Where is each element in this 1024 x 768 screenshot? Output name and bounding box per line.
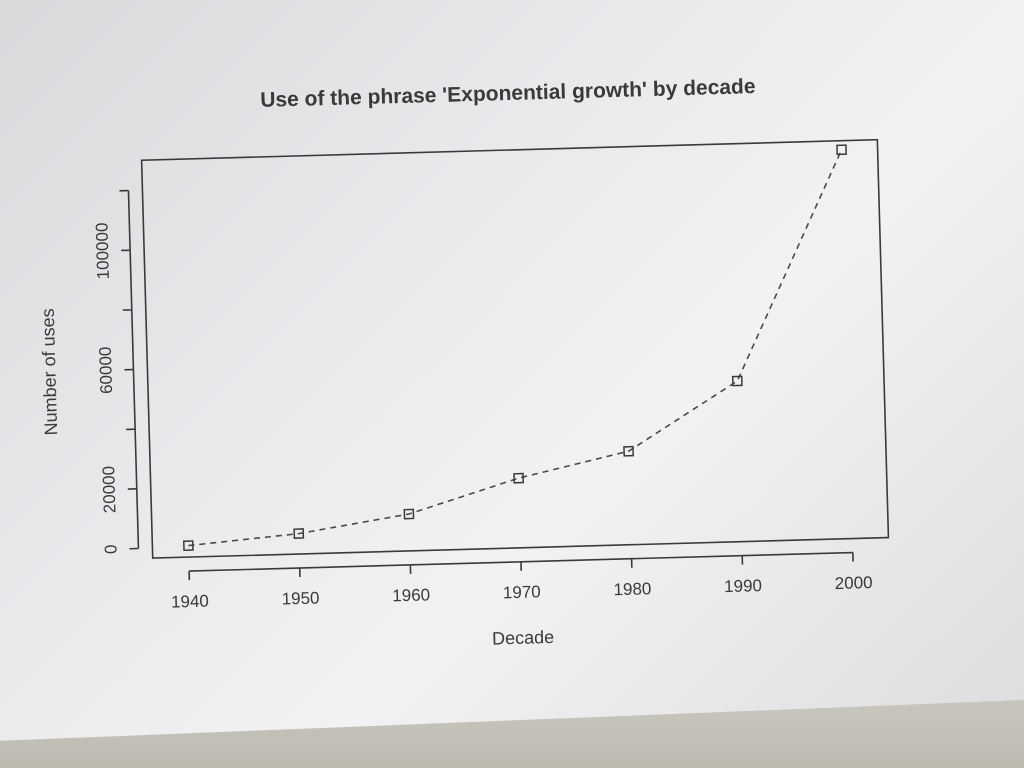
data-point — [182, 540, 194, 552]
x-tick-label: 1950 — [281, 588, 319, 608]
y-tick-label: 20000 — [99, 466, 119, 514]
data-markers — [182, 144, 847, 552]
x-tick-label: 1940 — [171, 592, 209, 612]
x-tick-label: 1980 — [613, 579, 651, 599]
data-point — [836, 144, 847, 156]
data-point — [403, 508, 415, 520]
x-tick-label: 1970 — [503, 582, 541, 602]
data-point — [731, 375, 743, 387]
x-tick-label: 2000 — [835, 573, 873, 593]
y-tick-label: 100000 — [92, 222, 113, 279]
data-point — [623, 445, 634, 457]
chart-title: Use of the phrase 'Exponential growth' b… — [260, 75, 756, 112]
x-axis: 1940 1950 1960 1970 1980 1990 2000 — [171, 551, 873, 612]
x-tick-label: 1960 — [392, 585, 430, 605]
series-line — [188, 149, 843, 547]
plot-area-border — [140, 138, 890, 559]
y-tick-label: 60000 — [96, 346, 116, 394]
y-tick-label: 0 — [101, 544, 120, 554]
x-axis-label: Decade — [492, 627, 555, 649]
data-point — [293, 528, 305, 539]
data-point — [513, 472, 525, 484]
y-axis-label: Number of uses — [38, 308, 62, 436]
y-axis: 0 20000 60000 100000 — [92, 189, 140, 554]
x-tick-label: 1990 — [724, 576, 762, 596]
